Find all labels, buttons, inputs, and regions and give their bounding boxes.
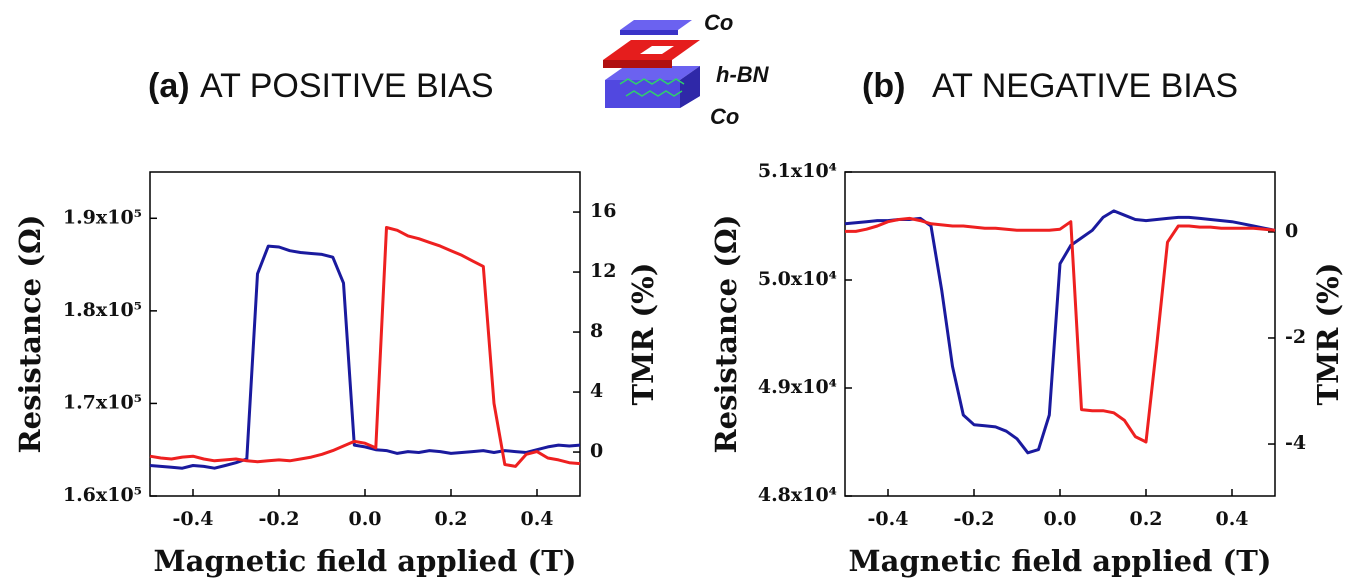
diagram-label: Co (710, 104, 739, 129)
y-tick-label: 1.6x10⁵ (63, 484, 142, 506)
hbn-window (640, 46, 674, 54)
y-tick-label: 4.8x10⁴ (758, 484, 837, 506)
panel-label: (a) (148, 67, 190, 105)
y2-tick-label: -4 (1285, 432, 1306, 454)
y-axis-label: Resistance (Ω) (709, 215, 743, 454)
y-tick-label: 1.9x10⁵ (63, 206, 142, 228)
x-tick-label: 0.4 (520, 508, 553, 530)
y-tick-label: 4.9x10⁴ (758, 376, 837, 398)
co-bottom (605, 80, 680, 108)
y2-tick-label: 16 (590, 200, 616, 222)
y2-tick-label: 12 (590, 260, 616, 282)
hbn-frame-side (603, 60, 672, 68)
panel-title: AT POSITIVE BIAS (200, 67, 494, 105)
x-tick-label: -0.4 (173, 508, 214, 530)
panel-label: (b) (862, 67, 905, 105)
co-top (620, 20, 692, 30)
series-line (844, 209, 1276, 455)
y-tick-label: 1.8x10⁵ (63, 299, 142, 321)
stack-diagram: Co h-BN Co (603, 10, 770, 129)
x-tick-label: -0.2 (259, 508, 300, 530)
y-tick-label: 1.7x10⁵ (63, 391, 142, 413)
x-tick-label: 0.0 (1043, 508, 1076, 530)
diagram-label: Co (704, 10, 733, 35)
y2-tick-label: 4 (590, 380, 603, 402)
y-tick-label: 5.0x10⁴ (758, 268, 837, 290)
co-bottom-top (605, 66, 700, 80)
y2-tick-label: 0 (590, 440, 603, 462)
x-axis-label: Magnetic field applied (T) (848, 544, 1271, 578)
co-top-side (620, 30, 678, 35)
x-tick-label: 0.2 (1129, 508, 1162, 530)
x-tick-label: 0.0 (348, 508, 381, 530)
x-tick-label: -0.2 (954, 508, 995, 530)
y-tick-label: 5.1x10⁴ (758, 160, 837, 182)
panel-title: AT NEGATIVE BIAS (932, 67, 1238, 105)
y2-tick-label: -2 (1285, 326, 1306, 348)
co-bottom-edge (680, 66, 700, 108)
y2-tick-label: 0 (1285, 220, 1298, 242)
x-tick-label: 0.4 (1215, 508, 1248, 530)
y2-axis-label: TMR (%) (1311, 263, 1345, 406)
hbn-lattice (619, 78, 685, 97)
y2-axis-label: TMR (%) (626, 263, 660, 406)
y2-tick-label: 8 (590, 320, 603, 342)
y-axis-label: Resistance (Ω) (13, 215, 47, 454)
diagram-label: h-BN (716, 62, 770, 87)
series-line (149, 226, 581, 468)
series-line (149, 244, 581, 470)
panel: (a) AT POSITIVE BIAS -0.4 -0.2 0.0 0.2 0.4 1.6x… (13, 67, 660, 578)
series-line (845, 216, 1276, 444)
x-tick-label: -0.4 (868, 508, 909, 530)
x-axis-label: Magnetic field applied (T) (153, 544, 576, 578)
panel: (b) AT NEGATIVE BIAS -0.4 -0.2 0.0 0.2 0.4 4.8x… (709, 67, 1345, 578)
x-tick-label: 0.2 (434, 508, 467, 530)
